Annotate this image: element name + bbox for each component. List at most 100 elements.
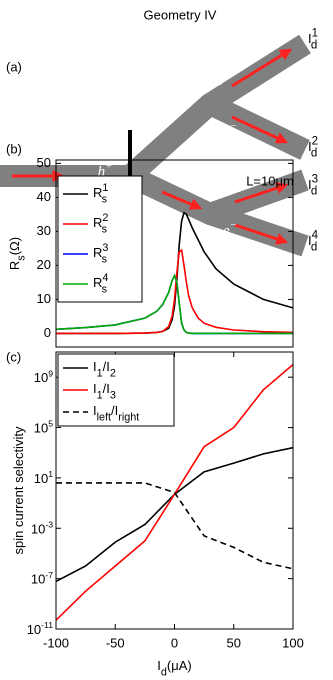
legend-label-part: I [93, 359, 97, 374]
plot-frame [55, 159, 294, 348]
legend-label-part: 2 [110, 367, 116, 379]
carrier-label-part: + [105, 160, 112, 172]
y-tick-label: 101 [34, 469, 53, 486]
output-label-part: d [311, 186, 317, 198]
y-tick-label-part: 10 [34, 421, 48, 436]
output-label-part: I [308, 177, 312, 192]
carrier-label-part: + [222, 69, 229, 81]
output-label: I2 d [308, 136, 318, 160]
y-tick-label-part: -3 [45, 520, 53, 530]
x-axis-label-part: (μA) [167, 658, 192, 673]
legend-label: R3 s [93, 242, 108, 265]
carrier-label: h+ [141, 117, 156, 137]
y-axis-label-part: (Ω) [7, 237, 22, 255]
legend-label-part: 1 [97, 389, 103, 401]
legend-label-part: I [93, 381, 97, 396]
legend-label-part: /I [103, 381, 110, 396]
y-tick-label: 0 [44, 325, 51, 340]
output-label: I3 d [308, 174, 318, 198]
carrier-label-part: e [223, 223, 230, 239]
legend-label-part: R [93, 215, 102, 230]
legend-label-part: 2 [102, 212, 108, 224]
legend-label: R2 s [93, 212, 108, 235]
carrier-label-part: − [230, 173, 237, 185]
panel-label: (b) [6, 141, 22, 156]
y-tick-label: 105 [34, 419, 53, 436]
output-label-part: 1 [312, 28, 318, 40]
y-tick-label: 109 [34, 369, 53, 386]
x-tick-label: 0 [171, 635, 178, 650]
output-label-part: 3 [312, 174, 318, 186]
carrier-label-part: − [230, 120, 237, 132]
plot-frame [55, 351, 294, 630]
x-axis-label-part: I [157, 658, 161, 673]
x-tick-label: 100 [282, 635, 304, 650]
y-tick-label: 50 [37, 155, 51, 170]
y-tick-label-part: 5 [48, 419, 53, 429]
legend-label: I1/I3 [93, 381, 116, 401]
series-line [56, 273, 293, 335]
legend-label-part: I [93, 403, 97, 418]
legend-box [57, 175, 143, 303]
legend-label-part: s [102, 283, 108, 295]
carrier-label-part: h [215, 73, 223, 89]
carrier-label-part: e [223, 124, 230, 140]
carrier-label-part: e [223, 177, 230, 193]
output-label-part: I [308, 139, 312, 154]
legend-label-part: s [102, 193, 108, 205]
y-tick-label-part: 10 [34, 371, 48, 386]
legend-label-part: 1 [97, 367, 103, 379]
output-label: I4 d [308, 230, 319, 254]
carrier-label: e− [145, 205, 159, 225]
y-axis-label: Rs(Ω) [7, 237, 27, 270]
legend-label-part: s [102, 223, 108, 235]
series-line [56, 363, 293, 621]
y-tick-label: 10-11 [27, 620, 53, 637]
legend-label-part: 3 [110, 389, 116, 401]
carrier-label: e− [223, 120, 237, 140]
legend-label-part: R [93, 185, 102, 200]
carrier-label-part: + [148, 117, 155, 129]
series-line [56, 446, 293, 583]
legend-label-part: 4 [102, 272, 108, 284]
y-tick-label-part: -7 [45, 570, 53, 580]
x-axis-label: Id(μA) [157, 658, 191, 678]
x-tick-label: 50 [227, 635, 241, 650]
legend-label-part: R [93, 275, 102, 290]
y-axis-label-part: spin current selectivity [11, 426, 26, 554]
output-label-part: I [308, 233, 312, 248]
output-label-part: d [311, 242, 317, 254]
legend-label: R1 s [93, 182, 108, 205]
legend-label-part: left [97, 411, 111, 423]
legend-label: I1/I2 [93, 359, 116, 379]
y-axis-label: spin current selectivity [11, 426, 26, 554]
carrier-label-part: − [152, 205, 159, 217]
carrier-label-part: − [230, 219, 237, 231]
output-label-part: d [311, 148, 317, 160]
y-tick-label: 40 [37, 189, 51, 204]
annotation: L=10μm [246, 173, 294, 188]
y-tick-label-part: 1 [48, 469, 53, 479]
carrier-label: e− [223, 173, 237, 193]
output-label-part: 2 [312, 136, 318, 148]
output-label-part: 4 [312, 230, 319, 242]
y-tick-label-part: -11 [41, 620, 53, 630]
y-tick-label-part: 10 [31, 522, 45, 537]
legend-label-part: 3 [102, 242, 108, 254]
y-tick-label: 10-3 [31, 520, 53, 537]
carrier-label-part: e [145, 209, 152, 225]
carrier-label-part: h [98, 164, 106, 180]
panel-label: (c) [6, 349, 21, 364]
panel-label: (a) [6, 59, 22, 74]
x-tick-label: -100 [43, 635, 69, 650]
series-line [56, 482, 293, 570]
y-tick-label: 30 [37, 223, 51, 238]
y-tick-label: 10-7 [31, 570, 53, 587]
legend-label-part: 1 [102, 182, 108, 194]
current-arrows [12, 48, 293, 245]
carrier-label: e− [223, 219, 237, 239]
legend-label-part: /I [103, 359, 110, 374]
carrier-label: h+ [215, 69, 230, 89]
carrier-label: h+ [98, 160, 113, 180]
